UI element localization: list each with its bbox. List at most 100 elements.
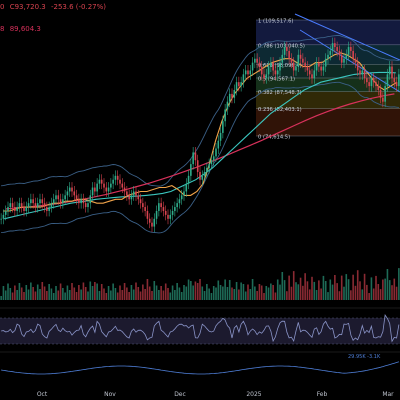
candle-body <box>23 207 25 211</box>
candle-body <box>292 62 295 71</box>
volume-bar <box>187 279 190 300</box>
candle-body <box>398 74 400 87</box>
candle-body <box>39 199 41 204</box>
candle-body <box>91 187 94 196</box>
volume-bar <box>384 278 386 300</box>
candle-body <box>272 62 274 71</box>
volume-bar <box>137 287 140 300</box>
volume-bar <box>36 284 39 300</box>
volume-bar <box>391 285 393 300</box>
volume-bar <box>272 285 274 300</box>
candle-body <box>377 86 380 90</box>
volume-bar <box>393 278 396 300</box>
candle-body <box>139 199 142 204</box>
candle-body <box>160 203 162 208</box>
volume-bar <box>180 292 183 300</box>
volume-bar <box>43 286 46 300</box>
volume-bar <box>139 291 142 300</box>
volume-bar <box>80 289 82 300</box>
candle-body <box>80 199 82 204</box>
fib-level-label: 0.382 (87,548.7) <box>258 90 302 96</box>
candle-body <box>82 199 85 204</box>
candle-body <box>27 203 30 208</box>
volume-bar <box>121 290 124 300</box>
candle-body <box>114 175 117 180</box>
candle-body <box>132 191 135 196</box>
candle-body <box>46 207 48 211</box>
volume-bar <box>32 287 34 300</box>
volume-bar <box>270 283 272 300</box>
volume-bar <box>311 276 313 300</box>
candle-body <box>43 203 46 208</box>
candle-body <box>288 50 290 59</box>
ma-value: 89,604.3 <box>9 25 41 33</box>
candle-body <box>265 74 268 79</box>
volume-bar <box>73 287 76 300</box>
candle-body <box>112 179 114 184</box>
candle-body <box>84 203 87 208</box>
candle-body <box>66 191 69 196</box>
ma-header: 8 89,604.3 <box>0 25 44 33</box>
candle-body <box>247 70 249 75</box>
candle-body <box>62 199 64 204</box>
volume-bar <box>265 286 268 300</box>
volume-bar <box>96 283 98 300</box>
fib-zone <box>256 91 400 109</box>
candle-body <box>50 203 53 208</box>
candle-body <box>121 183 124 188</box>
volume-bar <box>382 279 384 300</box>
volume-bar <box>288 275 290 300</box>
volume-bar <box>132 289 135 300</box>
candle-body <box>167 214 169 219</box>
volume-bar <box>290 286 293 300</box>
volume-bar <box>20 287 23 300</box>
candle-body <box>2 214 5 219</box>
volume-bar <box>23 292 25 300</box>
volume-bar <box>242 284 245 300</box>
volume-bar <box>107 286 110 300</box>
volume-bar <box>398 268 400 300</box>
ma-partial: 8 <box>0 25 5 33</box>
volume-bar <box>2 286 5 300</box>
candle-body <box>96 183 98 192</box>
volume-bar <box>171 285 174 300</box>
candle-body <box>352 50 354 59</box>
candle-body <box>130 195 133 200</box>
volume-bar <box>238 289 240 300</box>
volume-bar <box>16 290 18 300</box>
volume-bar <box>247 284 249 300</box>
volume-bar <box>194 281 197 300</box>
volume-bar <box>244 291 247 300</box>
candle-body <box>7 207 9 211</box>
candle-body <box>315 62 318 71</box>
volume-bar <box>254 286 256 300</box>
volume-bar <box>68 290 71 300</box>
volume-bar <box>89 281 92 300</box>
volume-bar <box>318 280 320 300</box>
candle-body <box>222 121 224 133</box>
volume-bar <box>34 291 37 300</box>
candle-body <box>196 160 199 172</box>
candle-body <box>274 70 277 75</box>
volume-bar <box>368 293 370 300</box>
candle-body <box>14 207 16 211</box>
candle-body <box>87 203 89 208</box>
candle-body <box>395 82 398 87</box>
candle-body <box>391 66 393 79</box>
volume-bar <box>395 286 398 300</box>
candle-body <box>126 191 128 196</box>
volume-bar <box>295 282 297 300</box>
volume-bar <box>322 275 325 300</box>
candle-body <box>379 89 382 98</box>
volume-bar <box>274 292 277 300</box>
candle-body <box>233 89 236 98</box>
candle-body <box>57 195 60 200</box>
candle-body <box>368 82 370 87</box>
candle-body <box>254 58 256 63</box>
candle-body <box>295 66 297 71</box>
fib-level-label: 0 (74,614.5) <box>258 135 290 141</box>
candle-body <box>366 78 368 83</box>
candle-body <box>75 195 78 200</box>
